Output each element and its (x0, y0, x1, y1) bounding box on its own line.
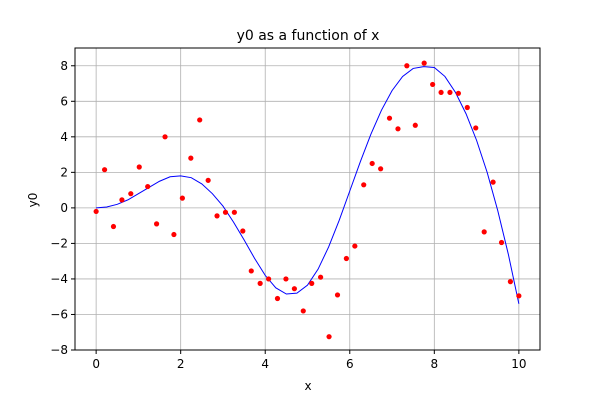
data-point (145, 183, 151, 190)
data-point (136, 164, 142, 170)
y-tick-label: −8 (50, 343, 68, 357)
data-point (361, 182, 367, 188)
data-point (266, 276, 272, 282)
data-point (257, 280, 263, 286)
data-point (214, 213, 220, 219)
data-point (128, 191, 134, 197)
x-axis-label: x (304, 379, 311, 393)
data-point (197, 117, 203, 123)
x-tick-label: 6 (346, 357, 354, 371)
data-point (490, 179, 496, 185)
data-point (119, 197, 125, 203)
data-point (110, 223, 117, 230)
data-point (343, 255, 349, 262)
data-point (455, 90, 462, 96)
data-point (438, 89, 444, 96)
plot-area-frame (74, 47, 541, 351)
y-tick-label: −2 (50, 236, 68, 250)
grid (75, 48, 540, 351)
data-point (378, 166, 384, 172)
data-point (153, 221, 160, 227)
data-point (421, 60, 427, 66)
data-point (309, 280, 315, 286)
data-point (352, 243, 358, 249)
x-tick-label: 0 (92, 357, 100, 371)
data-point (404, 63, 410, 69)
data-point (291, 286, 297, 292)
y-tick-label: 8 (60, 59, 68, 73)
data-point (464, 104, 470, 111)
data-point (334, 292, 341, 298)
data-point (516, 293, 522, 299)
data-point (395, 126, 401, 132)
data-point (498, 239, 505, 246)
data-point (369, 160, 375, 167)
data-point (222, 209, 229, 215)
y-tick-label: 2 (60, 165, 68, 179)
fit-line (96, 66, 520, 304)
x-axis: 0 2 4 6 8 10 (92, 350, 527, 371)
data-point (93, 208, 99, 215)
data-point (171, 231, 177, 238)
y-axis: −8 −6 −4 −2 0 2 4 6 8 (50, 59, 75, 357)
y-tick-label: 6 (60, 94, 68, 108)
data-point (300, 308, 306, 314)
data-point (386, 115, 393, 121)
y-axis-label: y0 (26, 193, 40, 208)
data-point (101, 167, 108, 173)
data-point (447, 89, 453, 96)
data-point (248, 268, 254, 274)
data-point (412, 122, 418, 128)
x-tick-label: 4 (261, 357, 269, 371)
data-point (283, 276, 289, 282)
data-point (179, 195, 185, 201)
data-point (274, 295, 281, 302)
data-point (481, 229, 487, 235)
scatter-series (93, 60, 522, 340)
x-tick-label: 2 (177, 357, 185, 371)
y-tick-label: 4 (60, 130, 68, 144)
data-point (188, 155, 194, 161)
x-tick-label: 10 (511, 357, 526, 371)
data-point (162, 134, 168, 140)
x-tick-label: 8 (430, 357, 438, 371)
chart-title: y0 as a function of x (237, 28, 380, 44)
data-point (205, 177, 211, 183)
y-tick-label: 0 (60, 201, 68, 215)
data-point (318, 274, 324, 280)
data-point (326, 334, 332, 340)
fit-line-series (96, 66, 520, 304)
data-point (507, 279, 514, 285)
data-point (231, 209, 237, 215)
y-tick-label: −6 (50, 307, 68, 321)
data-point (473, 125, 479, 131)
data-point (240, 228, 246, 234)
data-point (430, 81, 436, 88)
y-tick-label: −4 (50, 272, 68, 286)
